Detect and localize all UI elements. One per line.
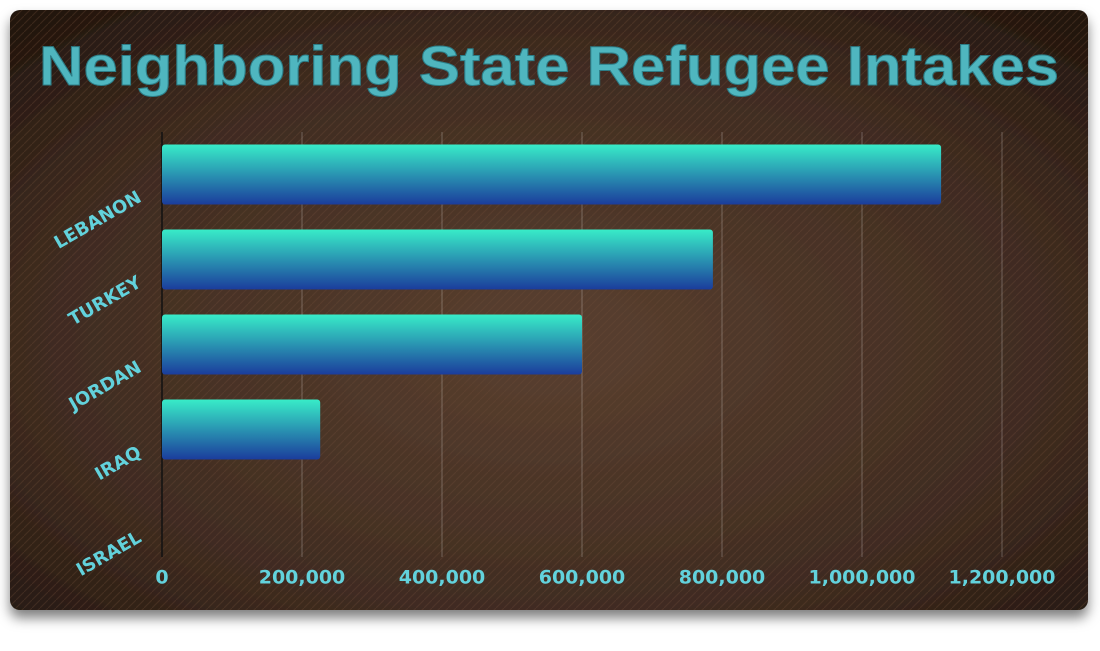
- x-tick-label: 1,000,000: [809, 567, 916, 589]
- bar: [162, 314, 582, 375]
- chart-title: Neighboring State Refugee Intakes: [39, 34, 1059, 97]
- x-tick-label: 800,000: [679, 567, 766, 589]
- background: [10, 10, 1088, 610]
- x-tick-label: 0: [155, 567, 168, 589]
- x-tick-label: 200,000: [259, 567, 346, 589]
- bar: [162, 144, 942, 205]
- bar: [162, 229, 713, 290]
- x-tick-label: 600,000: [539, 567, 626, 589]
- x-tick-label: 400,000: [399, 567, 486, 589]
- x-tick-label: 1,200,000: [949, 567, 1056, 589]
- bar: [162, 399, 321, 460]
